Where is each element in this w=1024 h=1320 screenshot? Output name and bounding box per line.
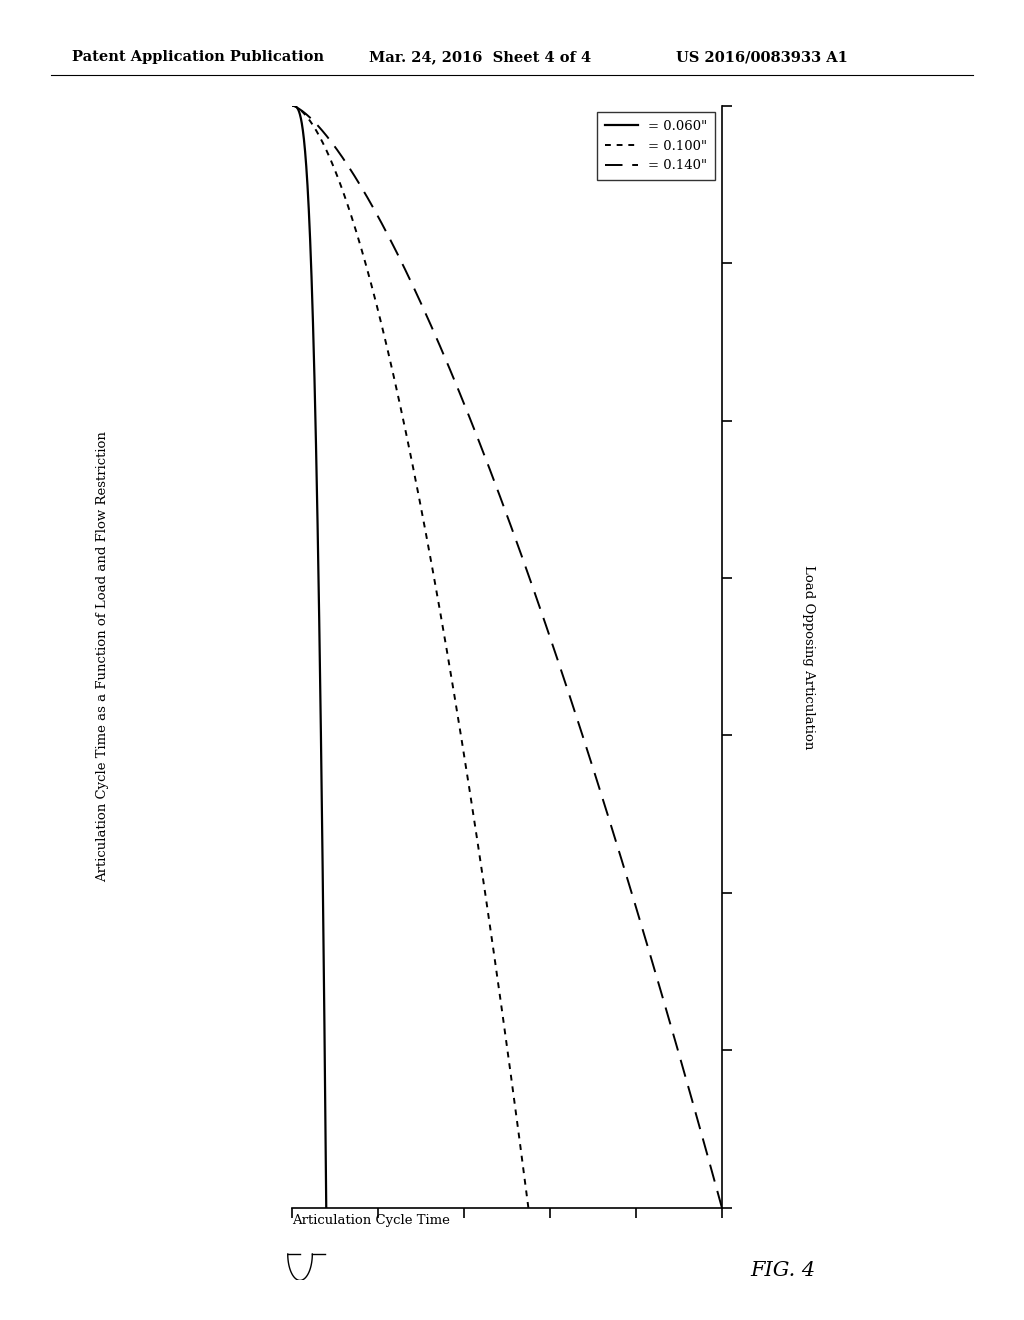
Text: Articulation Cycle Time: Articulation Cycle Time	[292, 1214, 450, 1228]
Text: Patent Application Publication: Patent Application Publication	[72, 50, 324, 65]
Text: US 2016/0083933 A1: US 2016/0083933 A1	[676, 50, 848, 65]
Text: FIG. 4: FIG. 4	[751, 1261, 816, 1279]
Legend: = 0.060", = 0.100", = 0.140": = 0.060", = 0.100", = 0.140"	[597, 112, 716, 181]
Text: Mar. 24, 2016  Sheet 4 of 4: Mar. 24, 2016 Sheet 4 of 4	[369, 50, 591, 65]
Text: Articulation Cycle Time as a Function of Load and Flow Restriction: Articulation Cycle Time as a Function of…	[96, 432, 109, 882]
Text: Load Opposing Articulation: Load Opposing Articulation	[803, 565, 815, 748]
